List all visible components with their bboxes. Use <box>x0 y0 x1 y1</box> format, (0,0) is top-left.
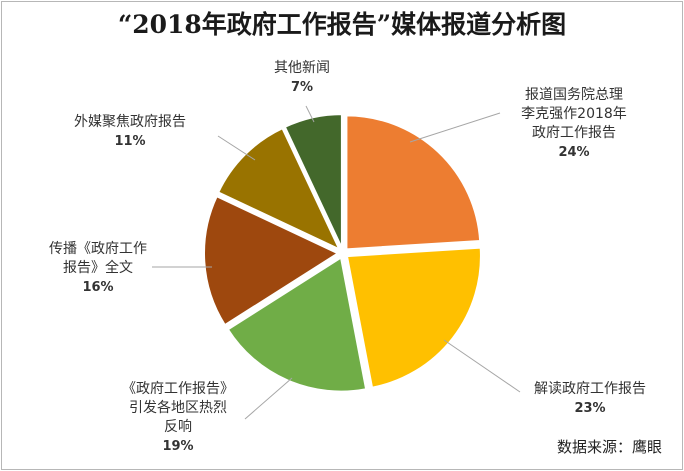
slice-percent-6: 7% <box>291 80 313 95</box>
leader-line-1 <box>409 112 501 143</box>
slice-percent-2: 23% <box>574 401 605 416</box>
pie-slice-6 <box>283 113 343 249</box>
pie-slice-4 <box>203 194 341 327</box>
slice-label-2-line-1: 解读政府工作报告 <box>534 380 646 397</box>
leader-line-2 <box>443 339 521 393</box>
source-note: 数据来源：鹰眼 <box>557 438 662 456</box>
leader-lines <box>152 105 521 420</box>
slice-label-4-line-1: 传播《政府工作 <box>49 241 147 257</box>
pie-slice-2 <box>345 246 482 389</box>
slice-percent-3: 19% <box>162 439 193 454</box>
pie-slice-5 <box>216 126 342 252</box>
slice-label-1-line-3: 政府工作报告 <box>532 125 616 141</box>
slice-label-3-line-1: 《政府工作报告》 <box>122 381 234 397</box>
leader-line-3 <box>244 377 293 420</box>
slice-percent-1: 24% <box>558 145 589 160</box>
slice-label-4-line-2: 报告》全文 <box>63 259 133 276</box>
pie-slice-1 <box>345 114 482 251</box>
slice-label-6-line-1: 其他新闻 <box>274 60 330 76</box>
pie-slices <box>203 113 482 393</box>
chart-title: “2018年政府工作报告”媒体报道分析图 <box>118 10 566 39</box>
slice-label-1-line-2: 李克强作2018年 <box>521 106 627 122</box>
pie-slice-3 <box>226 255 368 393</box>
slice-label-5-line-1: 外媒聚焦政府报告 <box>74 114 186 130</box>
leader-line-6 <box>305 105 315 123</box>
slice-label-3-line-3: 反响 <box>164 419 192 435</box>
slice-percent-5: 11% <box>114 134 145 149</box>
slice-label-1-line-1: 报道国务院总理 <box>525 87 623 103</box>
slice-label-3-line-2: 引发各地区热烈 <box>129 400 227 416</box>
slice-percent-4: 16% <box>82 280 113 295</box>
leader-line-5 <box>217 135 256 161</box>
